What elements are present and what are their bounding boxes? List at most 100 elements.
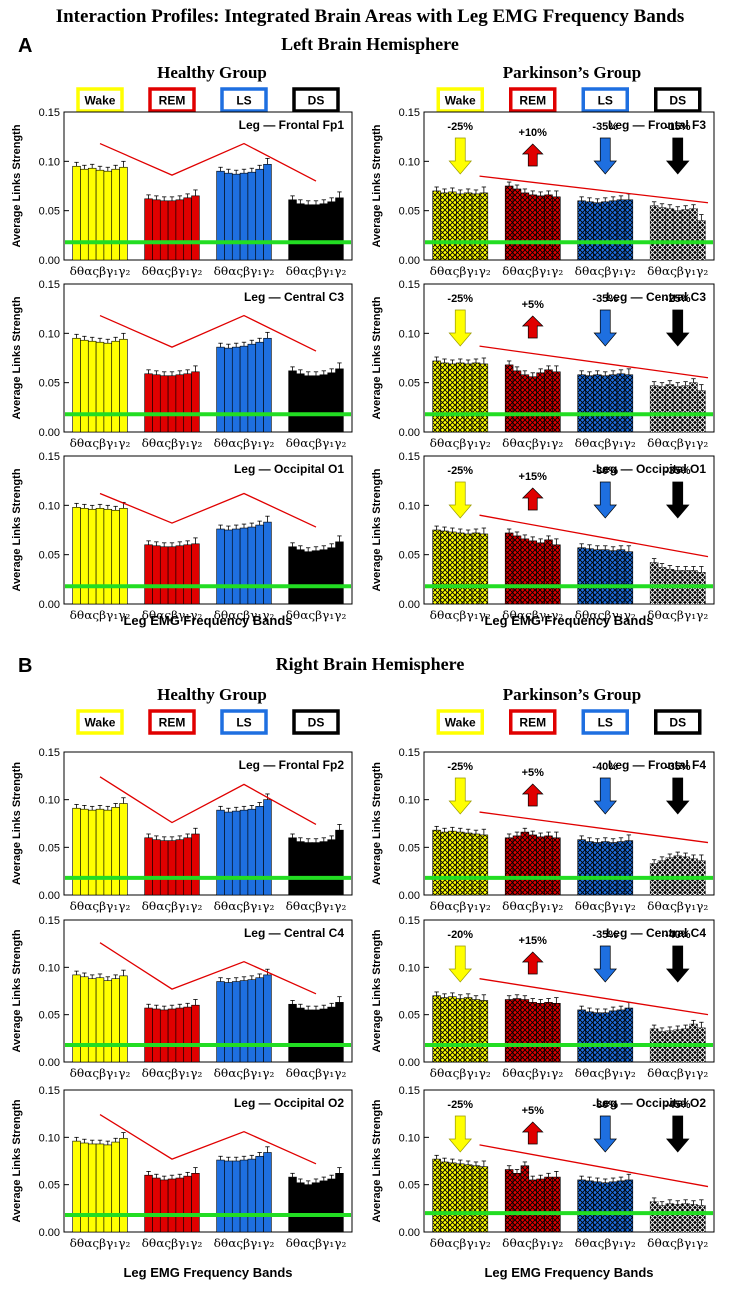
- bar-ds: [303, 842, 313, 896]
- y-tick-label: 0.05: [399, 206, 420, 218]
- bar-ls: [247, 1158, 257, 1233]
- bar-hatch-ds: [689, 382, 698, 432]
- bar-hatch-rem: [552, 371, 561, 432]
- bar-hatch-wake: [456, 532, 465, 604]
- bar-hatch-wake: [472, 999, 480, 1062]
- bar-hatch-ds: [681, 385, 690, 432]
- band-tick-label: δθαςβγ₁γ₂: [142, 900, 203, 913]
- bar-hatch-rem: [520, 832, 529, 895]
- trend-line: [99, 142, 317, 182]
- section-b-letter: B: [18, 655, 32, 677]
- y-tick-label: 0.00: [39, 890, 60, 902]
- legend-layer: Wake REM LS DS Wake REM LS DS Wake REM LS DS Wake REM…: [76, 87, 702, 735]
- bar-hatch-ls: [577, 1009, 586, 1062]
- legend-box-ds: [292, 87, 340, 113]
- bar-ds: [311, 842, 321, 896]
- bar-hatch-wake: [432, 1159, 441, 1232]
- y-axis-label: Average Links Strength: [371, 296, 383, 419]
- bar-hatch-ds: [673, 210, 682, 260]
- chart-panel: 0.00 0.05 0.10 0.15 Average Links Strength Le…: [11, 747, 353, 913]
- y-tick-label: 0.05: [399, 1010, 420, 1022]
- x-axis-label: Leg EMG Frequency Bands: [484, 1265, 653, 1280]
- y-tick-label: 0.15: [399, 1085, 420, 1097]
- bar-wake: [95, 169, 105, 261]
- legend-box-ds: [654, 709, 702, 735]
- bar-rem: [183, 544, 192, 605]
- y-tick-label: 0.00: [399, 1057, 420, 1069]
- band-tick-label: δθαςβγ₁γ₂: [286, 265, 347, 278]
- legend-label-ds: DS: [669, 94, 686, 108]
- legend-box-wake: [436, 709, 484, 735]
- bar-hatch-ls: [601, 841, 610, 895]
- y-tick-label: 0.05: [399, 378, 420, 390]
- bar-hatch-wake: [440, 997, 449, 1062]
- legend-box-rem: [148, 709, 196, 735]
- bar-ls: [263, 163, 272, 261]
- bar-rem: [167, 1008, 177, 1063]
- legend-box-ls: [581, 709, 629, 735]
- bar-ls: [247, 808, 257, 896]
- section-a-letter: A: [18, 35, 32, 57]
- bar-ls: [216, 346, 225, 433]
- legend-box-wake: [76, 87, 124, 113]
- bar-wake: [103, 342, 113, 433]
- legend-label-wake: Wake: [85, 94, 116, 108]
- down-arrow-icon: [448, 309, 473, 347]
- bar-hatch-wake: [456, 998, 465, 1062]
- bar-hatch-ls: [593, 374, 602, 432]
- panel-title: Leg — Frontal Fp1: [239, 118, 345, 132]
- panel-title: Leg — Occipital O1: [234, 462, 344, 476]
- down-arrow-icon: [593, 945, 618, 983]
- bar-ls: [239, 345, 249, 433]
- bar-rem: [159, 546, 169, 605]
- bar-rem: [159, 200, 169, 261]
- y-tick-label: 0.15: [39, 1085, 60, 1097]
- down-arrow-icon: [448, 137, 473, 175]
- chart-panel: 0.00 0.05 0.10 0.15 Average Links Strength Le…: [11, 451, 353, 622]
- bar-hatch-ds: [689, 208, 698, 260]
- bar-wake: [111, 806, 120, 896]
- x-axis-label: Leg EMG Frequency Bands: [484, 613, 653, 628]
- y-tick-label: 0.05: [39, 842, 60, 854]
- band-tick-label: δθαςβγ₁γ₂: [430, 265, 491, 278]
- band-tick-label: δθαςβγ₁γ₂: [647, 1237, 708, 1250]
- percent-change-label: -20%: [447, 929, 473, 941]
- bar-hatch-ls: [609, 842, 618, 895]
- bar-hatch-wake: [440, 192, 449, 260]
- legend-box-rem: [509, 87, 557, 113]
- bar-hatch-ds: [689, 1204, 698, 1232]
- bar-ls: [239, 527, 249, 605]
- bar-hatch-ls: [617, 1009, 625, 1062]
- bar-hatch-rem: [513, 835, 521, 895]
- bar-ds: [311, 375, 321, 433]
- bar-wake: [103, 1144, 113, 1233]
- legend-box-rem: [148, 87, 196, 113]
- bar-ls: [255, 806, 264, 896]
- bar-hatch-ds: [650, 562, 659, 604]
- bar-wake: [80, 507, 89, 605]
- bar-rem: [152, 199, 161, 261]
- bar-hatch-wake: [479, 192, 488, 260]
- bar-wake: [119, 166, 128, 261]
- bar-ds: [335, 1002, 344, 1063]
- bar-hatch-wake: [464, 533, 473, 604]
- band-tick-label: δθαςβγ₁γ₂: [502, 1067, 563, 1080]
- percent-change-label: -35%: [592, 121, 618, 133]
- trend-line: [99, 314, 317, 352]
- trend-line: [479, 514, 709, 558]
- y-tick-label: 0.15: [39, 451, 60, 463]
- bar-rem: [191, 195, 200, 261]
- bar-hatch-ls: [601, 549, 610, 604]
- bar-ls: [247, 979, 257, 1063]
- y-tick-label: 0.10: [39, 328, 60, 340]
- bar-hatch-wake: [464, 833, 473, 895]
- y-tick-label: 0.10: [39, 1132, 60, 1144]
- percent-change-label: -30%: [592, 1099, 618, 1111]
- legend-box-ls: [220, 709, 268, 735]
- bar-ls: [255, 341, 264, 433]
- bar-hatch-wake: [479, 533, 488, 604]
- down-arrow-icon: [665, 777, 690, 815]
- bar-hatch-rem: [505, 837, 514, 895]
- legend-label-wake: Wake: [85, 716, 116, 730]
- band-tick-label: δθαςβγ₁γ₂: [502, 900, 563, 913]
